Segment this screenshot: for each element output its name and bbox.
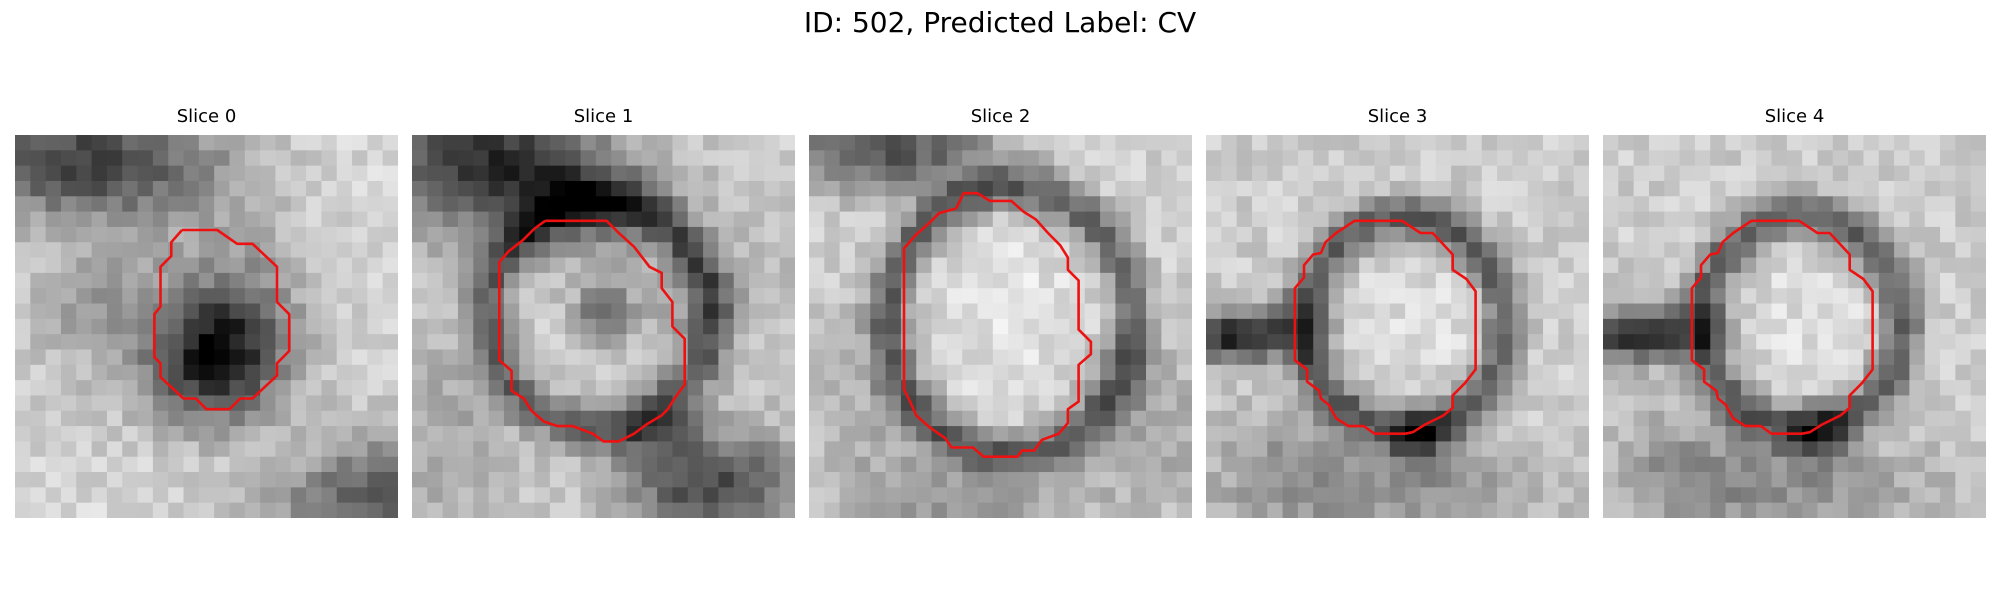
segmentation-contour: [1690, 219, 1874, 436]
slice-title-0: Slice 0: [176, 106, 237, 127]
slice-panel-4: Slice 4: [1603, 104, 1986, 529]
slice-title-3: Slice 3: [1367, 106, 1428, 127]
segmentation-contour: [153, 228, 291, 411]
segmentation-contour: [1293, 219, 1477, 436]
segmentation-contour: [902, 191, 1093, 459]
slice-panel-2: Slice 2: [809, 104, 1192, 529]
slice-panel-1: Slice 1: [412, 104, 795, 529]
slice-image-4: [1603, 135, 1986, 518]
slice-panel-3: Slice 3: [1206, 104, 1589, 529]
slice-image-0: [15, 135, 398, 518]
slice-panel-0: Slice 0: [15, 104, 398, 529]
slice-image-3: [1206, 135, 1589, 518]
slice-title-1: Slice 1: [573, 106, 634, 127]
slice-image-1: [412, 135, 795, 518]
slice-title-2: Slice 2: [970, 106, 1031, 127]
figure-title: ID: 502, Predicted Label: CV: [803, 6, 1197, 39]
slice-image-2: [809, 135, 1192, 518]
slice-title-4: Slice 4: [1764, 106, 1825, 127]
segmentation-contour: [498, 219, 687, 443]
